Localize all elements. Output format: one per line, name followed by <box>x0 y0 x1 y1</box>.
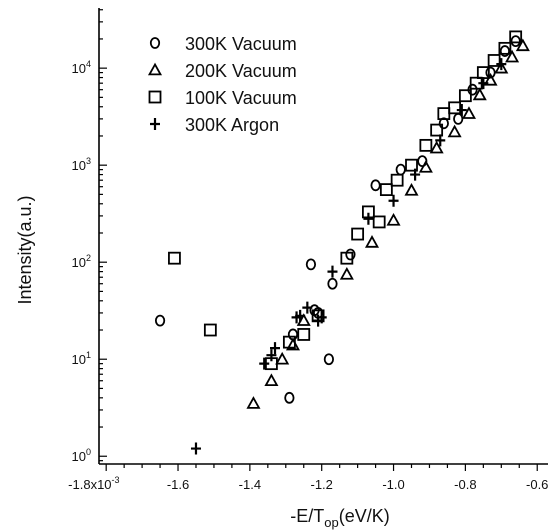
plot-area <box>154 30 530 455</box>
series-square <box>168 30 523 371</box>
square-point <box>405 158 418 172</box>
circle-point <box>370 179 381 192</box>
circle-point <box>305 258 317 271</box>
circle-point <box>345 248 356 261</box>
triangle-point <box>339 266 354 280</box>
triangle-point <box>447 124 462 138</box>
x-axis-title: -E/Top(eV/K) <box>290 506 389 530</box>
legend-marker-triangle <box>147 62 163 76</box>
circle-point <box>284 391 295 404</box>
plus-point <box>363 212 374 225</box>
square-point <box>351 227 365 241</box>
plus-point <box>295 309 306 322</box>
x-tick-label: -1.6 <box>167 477 189 492</box>
triangle-point <box>461 106 477 119</box>
x-axis-title-subscript: op <box>324 515 338 530</box>
plus-point <box>190 442 201 455</box>
triangle-point <box>275 351 290 365</box>
x-tick-label: -1.4 <box>239 477 261 492</box>
series-triangle <box>246 38 530 409</box>
y-axis-title: Intensity(a.u.) <box>15 195 35 304</box>
square-point <box>379 183 393 197</box>
circle-point <box>485 66 496 79</box>
square-point <box>458 89 472 103</box>
plus-point <box>270 342 281 355</box>
x-tick-label: -1.2 <box>311 477 333 492</box>
plus-point <box>435 134 446 147</box>
square-point <box>390 173 404 187</box>
plus-point <box>316 311 327 324</box>
plus-point <box>410 168 421 181</box>
x-tick-label: -0.6 <box>526 477 548 492</box>
axes: 100 101 102 103 104 -1.8x10-3 -1.6 -1.4 -1.2 -1.0… <box>68 8 548 492</box>
legend-marker-plus <box>150 118 160 130</box>
legend-label: 200K Vacuum <box>185 61 297 81</box>
x-tick-label: -0.8 <box>454 477 476 492</box>
triangle-point <box>515 38 530 52</box>
triangle-point <box>264 373 279 387</box>
plus-point <box>388 194 399 207</box>
x-axis-title-units: (eV/K) <box>339 506 390 526</box>
circle-point <box>499 45 510 57</box>
plus-point <box>327 265 338 278</box>
square-point <box>340 251 354 265</box>
triangle-point <box>429 140 444 154</box>
x-axis-title-main: -E/T <box>290 506 324 526</box>
triangle-point <box>386 212 401 226</box>
x-tick-label: -1.8x10-3 <box>68 475 119 492</box>
legend: 300K Vacuum 200K Vacuum 100K Vacuum 300K Ar… <box>147 34 297 135</box>
square-point <box>509 30 523 44</box>
y-tick-label: 100 <box>72 447 91 464</box>
circle-point <box>395 163 406 176</box>
plus-point <box>496 58 507 71</box>
triangle-point <box>472 87 487 101</box>
plus-point <box>478 77 489 90</box>
plus-point <box>456 104 467 117</box>
square-point <box>282 335 296 349</box>
square-point <box>297 328 311 341</box>
square-point <box>372 215 386 229</box>
triangle-point <box>494 60 509 74</box>
legend-marker-square <box>148 90 162 104</box>
y-tick-label: 103 <box>72 156 91 173</box>
triangle-point <box>505 49 520 63</box>
triangle-point <box>364 235 380 248</box>
plus-point <box>266 349 277 362</box>
triangle-point <box>246 396 261 409</box>
series-circle <box>154 35 521 404</box>
square-point <box>448 101 462 115</box>
triangle-point <box>418 159 433 173</box>
series-plus <box>190 58 507 455</box>
x-tick-label: -1.0 <box>382 477 404 492</box>
legend-label: 300K Argon <box>185 115 279 135</box>
triangle-point <box>483 72 498 86</box>
y-tick-label: 101 <box>72 350 91 367</box>
circle-point <box>327 277 338 290</box>
legend-label: 100K Vacuum <box>185 88 297 108</box>
circle-point <box>154 314 166 327</box>
square-point <box>203 323 217 337</box>
square-point <box>430 123 444 137</box>
square-point <box>419 138 433 152</box>
y-tick-label: 102 <box>72 253 91 270</box>
legend-marker-circle <box>149 37 161 49</box>
triangle-point <box>404 183 419 196</box>
legend-label: 300K Vacuum <box>185 34 297 54</box>
plus-point <box>259 357 270 370</box>
y-tick-label: 104 <box>72 59 91 76</box>
square-point <box>498 41 512 55</box>
circle-point <box>510 35 521 48</box>
square-point <box>487 54 501 67</box>
plus-point <box>302 301 313 314</box>
square-point <box>168 251 181 265</box>
circle-point <box>323 353 334 366</box>
